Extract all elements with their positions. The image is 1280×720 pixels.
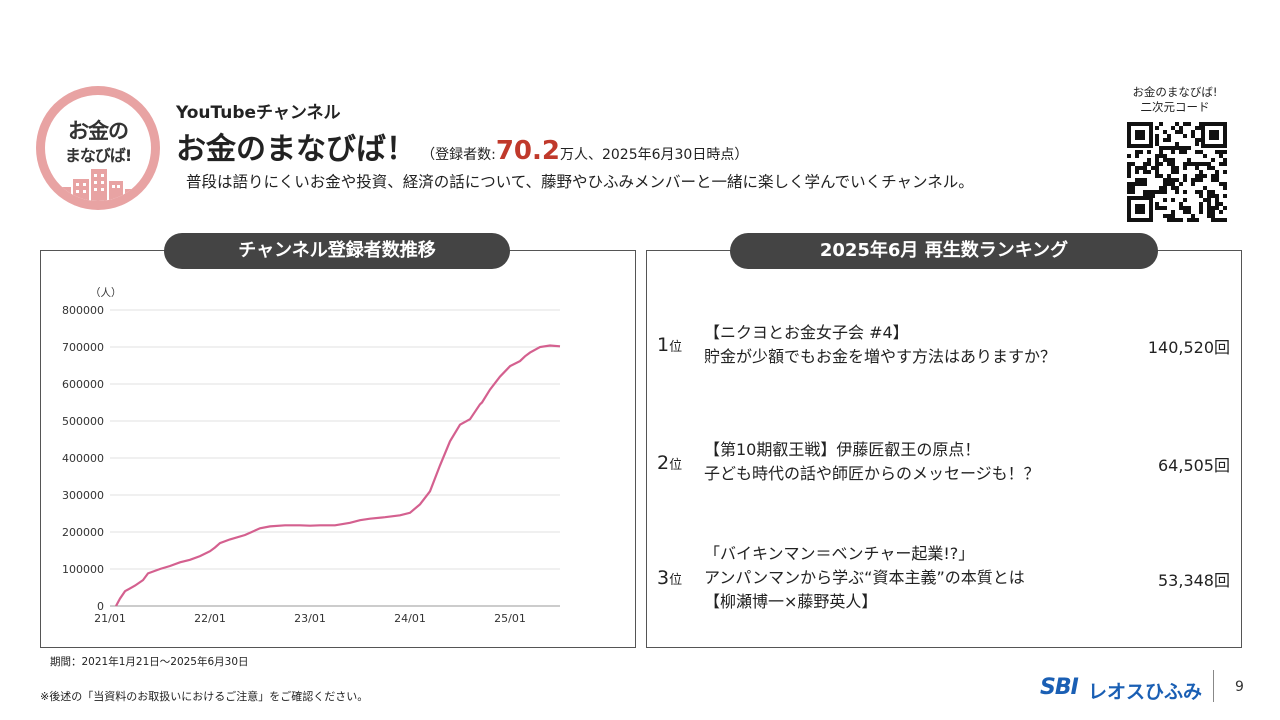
- rank-unit: 位: [669, 340, 683, 355]
- x-tick-label: 24/01: [394, 612, 426, 625]
- video-title-line: 「バイキンマン＝ベンチャー起業!?」: [704, 544, 975, 563]
- rank-3-label: 3位: [657, 567, 682, 589]
- y-tick-label: 100000: [62, 563, 104, 576]
- city-skyline-icon: [59, 169, 137, 201]
- subscriber-suffix: 万人、2025年6月30日時点）: [559, 147, 749, 163]
- channel-description: 普段は語りにくいお金や投資、経済の話について、藤野やひふみメンバーと一緒に楽しく…: [186, 173, 974, 191]
- video-title-line: 貯金が少額でもお金を増やす方法はありますか？: [704, 347, 1057, 366]
- qr-code-icon[interactable]: [1125, 120, 1229, 224]
- subscriber-prefix: （登録者数:: [421, 147, 496, 163]
- ranking-panel: [646, 250, 1242, 648]
- channel-name-row: お金のまなびば！ （登録者数:70.2万人、2025年6月30日時点）: [176, 124, 748, 168]
- subscriber-chart-title: チャンネル登録者数推移: [164, 233, 510, 269]
- rank-number: 3: [657, 567, 670, 589]
- video-title-line: 【柳瀬博一×藤野英人】: [704, 592, 878, 611]
- channel-type-label: YouTubeチャンネル: [176, 103, 341, 123]
- rank-unit: 位: [669, 573, 683, 588]
- y-axis-unit-label: （人）: [90, 287, 122, 299]
- rank-2-views: 64,505回: [1158, 456, 1230, 475]
- y-tick-label: 800000: [62, 304, 104, 317]
- x-tick-label: 23/01: [294, 612, 326, 625]
- qr-label-line1: お金のまなびば!: [1132, 85, 1218, 99]
- rank-2-label: 2位: [657, 452, 682, 474]
- brand-name: レオスひふみ: [1088, 681, 1203, 703]
- rank-number: 2: [657, 452, 670, 474]
- rank-unit: 位: [669, 458, 683, 473]
- y-tick-label: 400000: [62, 452, 104, 465]
- x-tick-label: 21/01: [94, 612, 126, 625]
- channel-name: お金のまなびば！: [176, 132, 416, 167]
- rank-1-label: 1位: [657, 334, 682, 356]
- x-tick-label: 25/01: [494, 612, 526, 625]
- qr-label-line2: 二次元コード: [1140, 100, 1210, 114]
- y-tick-label: 200000: [62, 526, 104, 539]
- brand-sbi-logo: SBI: [1040, 675, 1079, 700]
- channel-logo-inner: お金の まなびば!: [45, 95, 151, 201]
- rank-3-title[interactable]: 「バイキンマン＝ベンチャー起業!?」 アンパンマンから学ぶ“資本主義”の本質とは…: [704, 542, 1025, 614]
- subscriber-line-chart: 0 100000 200000 300000 400000 500000 600000 700…: [62, 287, 561, 625]
- chart-period: 期間：2021年1月21日～2025年6月30日: [50, 656, 249, 668]
- y-tick-label: 300000: [62, 489, 104, 502]
- y-tick-label: 0: [97, 600, 104, 613]
- ranking-title: 2025年6月 再生数ランキング: [730, 233, 1158, 269]
- y-tick-label: 500000: [62, 415, 104, 428]
- rank-3-views: 53,348回: [1158, 571, 1230, 590]
- video-title-line: 【ニクヨとお金女子会 #4】: [704, 323, 909, 342]
- logo-text-line1: お金の: [68, 119, 129, 143]
- video-title-line: 【第10期叡王戦】伊藤匠叡王の原点！: [704, 440, 981, 459]
- qr-label: お金のまなびば! 二次元コード: [1110, 85, 1240, 115]
- video-title-line: 子ども時代の話や師匠からのメッセージも！？: [704, 464, 1040, 483]
- rank-1-views: 140,520回: [1147, 338, 1230, 357]
- page-number: 9: [1235, 679, 1244, 695]
- footer-divider: [1213, 670, 1214, 702]
- footer-note: ※後述の「当資料のお取扱いにおけるご注意」をご確認ください。: [40, 690, 369, 703]
- x-tick-label: 22/01: [194, 612, 226, 625]
- rank-2-title[interactable]: 【第10期叡王戦】伊藤匠叡王の原点！ 子ども時代の話や師匠からのメッセージも！？: [704, 438, 1040, 486]
- logo-text-line2: まなびば!: [64, 146, 132, 165]
- y-tick-label: 600000: [62, 378, 104, 391]
- subscriber-count: 70.2: [495, 136, 560, 166]
- subscriber-series-line: [115, 344, 561, 607]
- y-tick-label: 700000: [62, 341, 104, 354]
- rank-number: 1: [657, 334, 670, 356]
- video-title-line: アンパンマンから学ぶ“資本主義”の本質とは: [704, 568, 1025, 587]
- rank-1-title[interactable]: 【ニクヨとお金女子会 #4】 貯金が少額でもお金を増やす方法はありますか？: [704, 321, 1056, 369]
